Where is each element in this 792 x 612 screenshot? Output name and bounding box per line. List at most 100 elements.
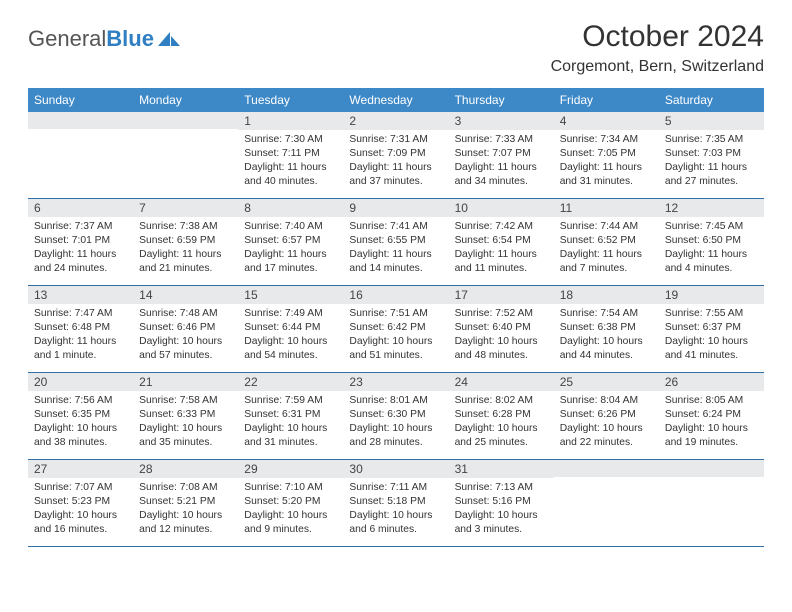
- calendar-body: 1Sunrise: 7:30 AMSunset: 7:11 PMDaylight…: [28, 112, 764, 547]
- day-cell: 12Sunrise: 7:45 AMSunset: 6:50 PMDayligh…: [659, 199, 764, 285]
- day-cell: 4Sunrise: 7:34 AMSunset: 7:05 PMDaylight…: [554, 112, 659, 198]
- day-number: 7: [133, 199, 238, 217]
- sunrise-text: Sunrise: 7:40 AM: [244, 220, 337, 234]
- daylight-text: Daylight: 10 hours and 31 minutes.: [244, 422, 337, 450]
- day-cell: 28Sunrise: 7:08 AMSunset: 5:21 PMDayligh…: [133, 460, 238, 546]
- day-cell: 10 Sunrise: 7:42 AMSunset: 6:54 PMDayligh…: [449, 199, 554, 285]
- week-row: 27Sunrise: 7:07 AMSunset: 5:23 PMDayligh…: [28, 460, 764, 547]
- sunset-text: Sunset: 7:11 PM: [244, 147, 337, 161]
- day-number: 28: [133, 460, 238, 478]
- sunset-text: Sunset: 6:52 PM: [560, 234, 653, 248]
- day-details: [28, 129, 133, 189]
- day-details: Sunrise: 7:35 AMSunset: 7:03 PMDaylight:…: [659, 130, 764, 195]
- sunrise-text: Sunrise: 7:37 AM: [34, 220, 127, 234]
- daylight-text: Daylight: 10 hours and 41 minutes.: [665, 335, 758, 363]
- day-details: Sunrise: 7:54 AMSunset: 6:38 PMDaylight:…: [554, 304, 659, 369]
- day-cell: 13Sunrise: 7:47 AMSunset: 6:48 PMDayligh…: [28, 286, 133, 372]
- weekday-header: Wednesday: [343, 88, 448, 112]
- sunset-text: Sunset: 6:37 PM: [665, 321, 758, 335]
- sunset-text: Sunset: 6:55 PM: [349, 234, 442, 248]
- day-cell: 24Sunrise: 8:02 AMSunset: 6:28 PMDayligh…: [449, 373, 554, 459]
- weekday-header: Tuesday: [238, 88, 343, 112]
- logo-word1: General: [28, 26, 106, 51]
- day-number: 16: [343, 286, 448, 304]
- daylight-text: Daylight: 11 hours and 21 minutes.: [139, 248, 232, 276]
- day-number: 4: [554, 112, 659, 130]
- day-number: 1: [238, 112, 343, 130]
- sunrise-text: Sunrise: 7:58 AM: [139, 394, 232, 408]
- day-cell: 23Sunrise: 8:01 AMSunset: 6:30 PMDayligh…: [343, 373, 448, 459]
- day-number: 11: [554, 199, 659, 217]
- daylight-text: Daylight: 10 hours and 51 minutes.: [349, 335, 442, 363]
- day-details: Sunrise: 8:01 AMSunset: 6:30 PMDaylight:…: [343, 391, 448, 456]
- day-details: Sunrise: 8:04 AMSunset: 6:26 PMDaylight:…: [554, 391, 659, 456]
- day-details: [554, 477, 659, 537]
- weekday-header: Friday: [554, 88, 659, 112]
- logo-text: GeneralBlue: [28, 26, 154, 52]
- day-cell: [554, 460, 659, 546]
- day-cell: 16Sunrise: 7:51 AMSunset: 6:42 PMDayligh…: [343, 286, 448, 372]
- sunset-text: Sunset: 7:07 PM: [455, 147, 548, 161]
- sunrise-text: Sunrise: 7:49 AM: [244, 307, 337, 321]
- weekday-header: Thursday: [449, 88, 554, 112]
- day-cell: 14Sunrise: 7:48 AMSunset: 6:46 PMDayligh…: [133, 286, 238, 372]
- day-details: Sunrise: 7:41 AMSunset: 6:55 PMDaylight:…: [343, 217, 448, 282]
- daylight-text: Daylight: 11 hours and 14 minutes.: [349, 248, 442, 276]
- day-number: 8: [238, 199, 343, 217]
- day-number: 18: [554, 286, 659, 304]
- daylight-text: Daylight: 10 hours and 57 minutes.: [139, 335, 232, 363]
- daylight-text: Daylight: 10 hours and 16 minutes.: [34, 509, 127, 537]
- sunset-text: Sunset: 6:30 PM: [349, 408, 442, 422]
- day-details: Sunrise: 7:34 AMSunset: 7:05 PMDaylight:…: [554, 130, 659, 195]
- sunrise-text: Sunrise: 7:59 AM: [244, 394, 337, 408]
- day-number: 10: [449, 199, 554, 217]
- logo-word2: Blue: [106, 26, 154, 51]
- day-cell: 20Sunrise: 7:56 AMSunset: 6:35 PMDayligh…: [28, 373, 133, 459]
- day-number: 2: [343, 112, 448, 130]
- day-cell: 21Sunrise: 7:58 AMSunset: 6:33 PMDayligh…: [133, 373, 238, 459]
- day-number: 31: [449, 460, 554, 478]
- day-number: 25: [554, 373, 659, 391]
- day-cell: 27Sunrise: 7:07 AMSunset: 5:23 PMDayligh…: [28, 460, 133, 546]
- sunset-text: Sunset: 6:54 PM: [455, 234, 548, 248]
- day-number: 27: [28, 460, 133, 478]
- daylight-text: Daylight: 11 hours and 31 minutes.: [560, 161, 653, 189]
- sunrise-text: Sunrise: 7:38 AM: [139, 220, 232, 234]
- sunset-text: Sunset: 6:38 PM: [560, 321, 653, 335]
- sunset-text: Sunset: 7:05 PM: [560, 147, 653, 161]
- sunrise-text: Sunrise: 7:54 AM: [560, 307, 653, 321]
- sunrise-text: Sunrise: 8:02 AM: [455, 394, 548, 408]
- sunset-text: Sunset: 6:31 PM: [244, 408, 337, 422]
- sunrise-text: Sunrise: 7:42 AM: [455, 220, 548, 234]
- sunrise-text: Sunrise: 7:11 AM: [349, 481, 442, 495]
- day-number: 5: [659, 112, 764, 130]
- sunset-text: Sunset: 5:16 PM: [455, 495, 548, 509]
- daylight-text: Daylight: 11 hours and 4 minutes.: [665, 248, 758, 276]
- day-cell: 19Sunrise: 7:55 AMSunset: 6:37 PMDayligh…: [659, 286, 764, 372]
- sunset-text: Sunset: 7:03 PM: [665, 147, 758, 161]
- day-cell: [133, 112, 238, 198]
- day-cell: 30Sunrise: 7:11 AMSunset: 5:18 PMDayligh…: [343, 460, 448, 546]
- day-details: Sunrise: 7:40 AMSunset: 6:57 PMDaylight:…: [238, 217, 343, 282]
- day-details: Sunrise: 7:56 AMSunset: 6:35 PMDaylight:…: [28, 391, 133, 456]
- weekday-header: Monday: [133, 88, 238, 112]
- day-details: Sunrise: 7:31 AMSunset: 7:09 PMDaylight:…: [343, 130, 448, 195]
- daylight-text: Daylight: 11 hours and 7 minutes.: [560, 248, 653, 276]
- day-details: Sunrise: 7:55 AMSunset: 6:37 PMDaylight:…: [659, 304, 764, 369]
- sunset-text: Sunset: 6:40 PM: [455, 321, 548, 335]
- daylight-text: Daylight: 10 hours and 44 minutes.: [560, 335, 653, 363]
- daylight-text: Daylight: 11 hours and 1 minute.: [34, 335, 127, 363]
- sunset-text: Sunset: 5:18 PM: [349, 495, 442, 509]
- sunset-text: Sunset: 6:57 PM: [244, 234, 337, 248]
- day-cell: 9Sunrise: 7:41 AMSunset: 6:55 PMDaylight…: [343, 199, 448, 285]
- sunrise-text: Sunrise: 7:31 AM: [349, 133, 442, 147]
- day-cell: 18Sunrise: 7:54 AMSunset: 6:38 PMDayligh…: [554, 286, 659, 372]
- sunrise-text: Sunrise: 7:08 AM: [139, 481, 232, 495]
- sunrise-text: Sunrise: 7:48 AM: [139, 307, 232, 321]
- daylight-text: Daylight: 10 hours and 25 minutes.: [455, 422, 548, 450]
- sunrise-text: Sunrise: 7:55 AM: [665, 307, 758, 321]
- daylight-text: Daylight: 11 hours and 11 minutes.: [455, 248, 548, 276]
- day-details: Sunrise: 7:58 AMSunset: 6:33 PMDaylight:…: [133, 391, 238, 456]
- day-number: [659, 460, 764, 477]
- location: Corgemont, Bern, Switzerland: [551, 58, 764, 76]
